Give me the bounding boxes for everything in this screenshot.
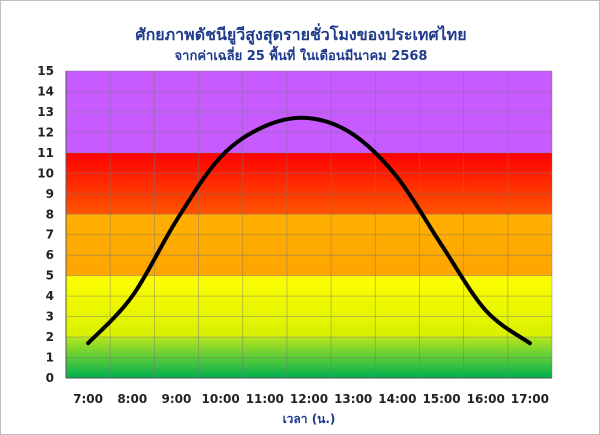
axes [65,71,552,379]
chart-subtitle: จากค่าเฉลี่ย 25 พื้นที่ ในเดือนมีนาคม 25… [174,49,428,64]
uv-band-8-11 [66,152,552,215]
y-tick-label: 12 [37,125,54,139]
y-tick-label: 8 [46,207,54,221]
x-tick-label: 13:00 [334,392,372,406]
x-tick-label: 9:00 [162,392,192,406]
x-tick-label: 14:00 [378,392,416,406]
uv-index-line [86,115,532,346]
x-tick-label: 12:00 [290,392,328,406]
x-tick-label: 15:00 [422,392,460,406]
y-tick-label: 2 [46,330,54,344]
y-tick-label: 9 [46,187,54,201]
y-tick-label: 15 [37,64,54,78]
x-tick-label: 11:00 [246,392,284,406]
y-tick-label: 0 [46,371,54,385]
x-tick-label: 7:00 [73,392,103,406]
y-tick-label: 11 [37,146,54,160]
y-tick-label: 7 [46,228,54,242]
uv-band-2-5 [66,275,552,338]
y-tick-label: 5 [46,269,54,283]
uv-band-5-8 [66,214,552,276]
y-tick-label: 3 [46,310,54,324]
x-axis-ticks: 7:00 8:00 9:00 10:00 11:00 12:00 13:00 14:00 15:… [73,392,549,406]
x-tick-label: 17:00 [511,392,549,406]
y-tick-label: 6 [46,248,54,262]
x-tick-label: 16:00 [467,392,505,406]
y-tick-label: 13 [37,105,54,119]
y-tick-label: 1 [46,351,54,365]
y-tick-label: 14 [37,84,54,98]
chart-title: ศักยภาพดัชนียูวีสูงสุดรายชั่วโมงของประเท… [135,25,467,44]
x-tick-label: 10:00 [202,392,240,406]
y-tick-label: 4 [46,289,54,303]
y-tick-label: 10 [37,166,54,180]
x-tick-label: 8:00 [117,392,147,406]
x-axis-label: เวลา (น.) [283,412,336,426]
